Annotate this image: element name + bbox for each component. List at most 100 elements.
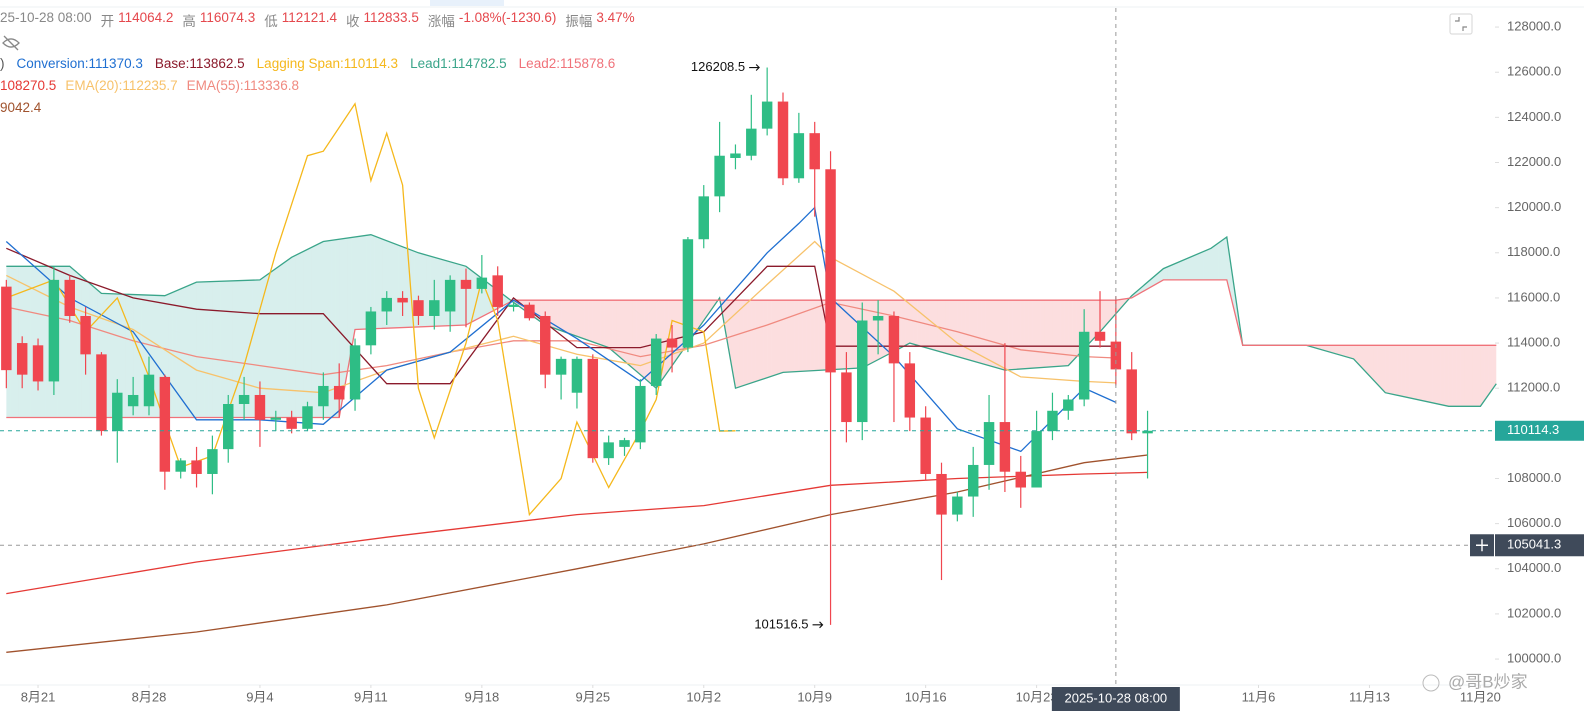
header-field: 高 116074.3 [182, 10, 255, 30]
cloud [1012, 300, 1017, 370]
candle-body [952, 496, 963, 515]
cloud [271, 268, 276, 418]
cloud [1349, 345, 1354, 359]
expand-frame [1449, 13, 1473, 35]
cloud [109, 293, 114, 418]
eye-icon[interactable] [2, 35, 20, 51]
cloud [846, 300, 851, 369]
header-row: 25-10-28 08:00 开 114064.2 高 116074.3 低 112121.… [0, 10, 635, 30]
cloud [204, 281, 209, 418]
cloud [248, 280, 253, 418]
cloud [252, 280, 256, 418]
cloud [1100, 300, 1104, 332]
candle-body [397, 297, 408, 303]
cloud [1147, 278, 1152, 289]
cloud [374, 236, 379, 329]
candle-body [413, 300, 424, 316]
candle-body [825, 169, 836, 373]
cloud [438, 258, 443, 327]
candle-body [809, 133, 820, 170]
cloud [1000, 300, 1005, 371]
candle-body [1142, 430, 1153, 434]
cloud [1072, 300, 1077, 362]
cloud [22, 266, 27, 418]
header-field: 收 112833.5 [346, 10, 419, 30]
candle-body [619, 440, 630, 447]
y-tick-label: 112000.0 [1507, 380, 1560, 395]
legend-row-2: 108270.5 EMA(20):112235.7 EMA(55):113336.8 [0, 78, 299, 93]
x-tick-label: 10月2 [686, 689, 721, 704]
cloud [814, 300, 819, 371]
legend-entry: Lagging Span:110114.3 [256, 56, 399, 71]
candle-body [793, 133, 805, 179]
tab-highlight [430, 0, 504, 6]
cloud [1480, 345, 1485, 407]
cloud [1107, 300, 1112, 323]
cloud [1460, 345, 1465, 407]
y-tick-label: 104000.0 [1507, 560, 1561, 575]
cloud [1468, 345, 1473, 407]
cloud [775, 300, 780, 376]
y-tick-label: 102000.0 [1507, 605, 1561, 620]
cloud [1016, 300, 1021, 370]
cloud [196, 281, 201, 418]
last-price-box [1495, 420, 1584, 441]
cloud [1341, 345, 1346, 357]
cloud [941, 300, 946, 354]
y-tick-label: 124000.0 [1507, 109, 1561, 124]
candle-body [381, 297, 392, 312]
x-tick-label: 9月4 [246, 689, 273, 704]
cloud [672, 300, 677, 366]
cloud [569, 300, 573, 335]
annotation-arrow [812, 621, 824, 629]
cloud [1195, 253, 1200, 280]
candle-body [302, 406, 313, 429]
cloud [1183, 258, 1188, 280]
cloud [1361, 345, 1366, 372]
cloud [1345, 345, 1350, 358]
cloud [1028, 300, 1033, 369]
cloud [390, 242, 395, 329]
cloud [370, 234, 375, 329]
cloud [133, 294, 138, 418]
cloud [1064, 300, 1069, 366]
cloud [1357, 345, 1362, 368]
candle-body [650, 338, 662, 386]
cloud [1096, 300, 1101, 337]
cloud [676, 300, 680, 360]
cloud [1413, 345, 1418, 400]
plus-glyph [1476, 539, 1488, 552]
cloud [993, 300, 997, 368]
candle-body [286, 417, 297, 429]
header-label: 振幅 [565, 14, 593, 29]
expand-icon[interactable] [1449, 13, 1473, 35]
cloud [18, 266, 23, 418]
candle-body [127, 394, 139, 407]
cloud [1218, 239, 1223, 280]
cloud [343, 238, 348, 396]
add-alert-button[interactable] [1470, 534, 1494, 557]
cloud [1191, 255, 1196, 280]
cloud [1424, 345, 1429, 403]
cloud [307, 247, 312, 418]
candle-body [476, 277, 488, 289]
cloud [644, 300, 649, 382]
header-label: 涨幅 [427, 14, 455, 29]
cloud [1068, 300, 1073, 366]
cloud [794, 300, 799, 372]
cloud [1032, 300, 1037, 369]
candle-body [1, 286, 12, 371]
legend-row-3: 9042.4 [0, 100, 41, 115]
cloud [1385, 345, 1390, 394]
cloud [347, 237, 352, 374]
cloud [299, 251, 304, 418]
cloud [1369, 345, 1374, 381]
header-value: 3.47% [596, 10, 635, 25]
cloud [937, 300, 942, 353]
header-time: 25-10-28 08:00 [0, 10, 92, 25]
annotation-label: 126208.5 [691, 59, 745, 74]
cloud [303, 249, 308, 418]
header-value: 112121.4 [281, 10, 338, 25]
legend-prefix: ) [0, 56, 5, 71]
cloud [557, 300, 562, 331]
